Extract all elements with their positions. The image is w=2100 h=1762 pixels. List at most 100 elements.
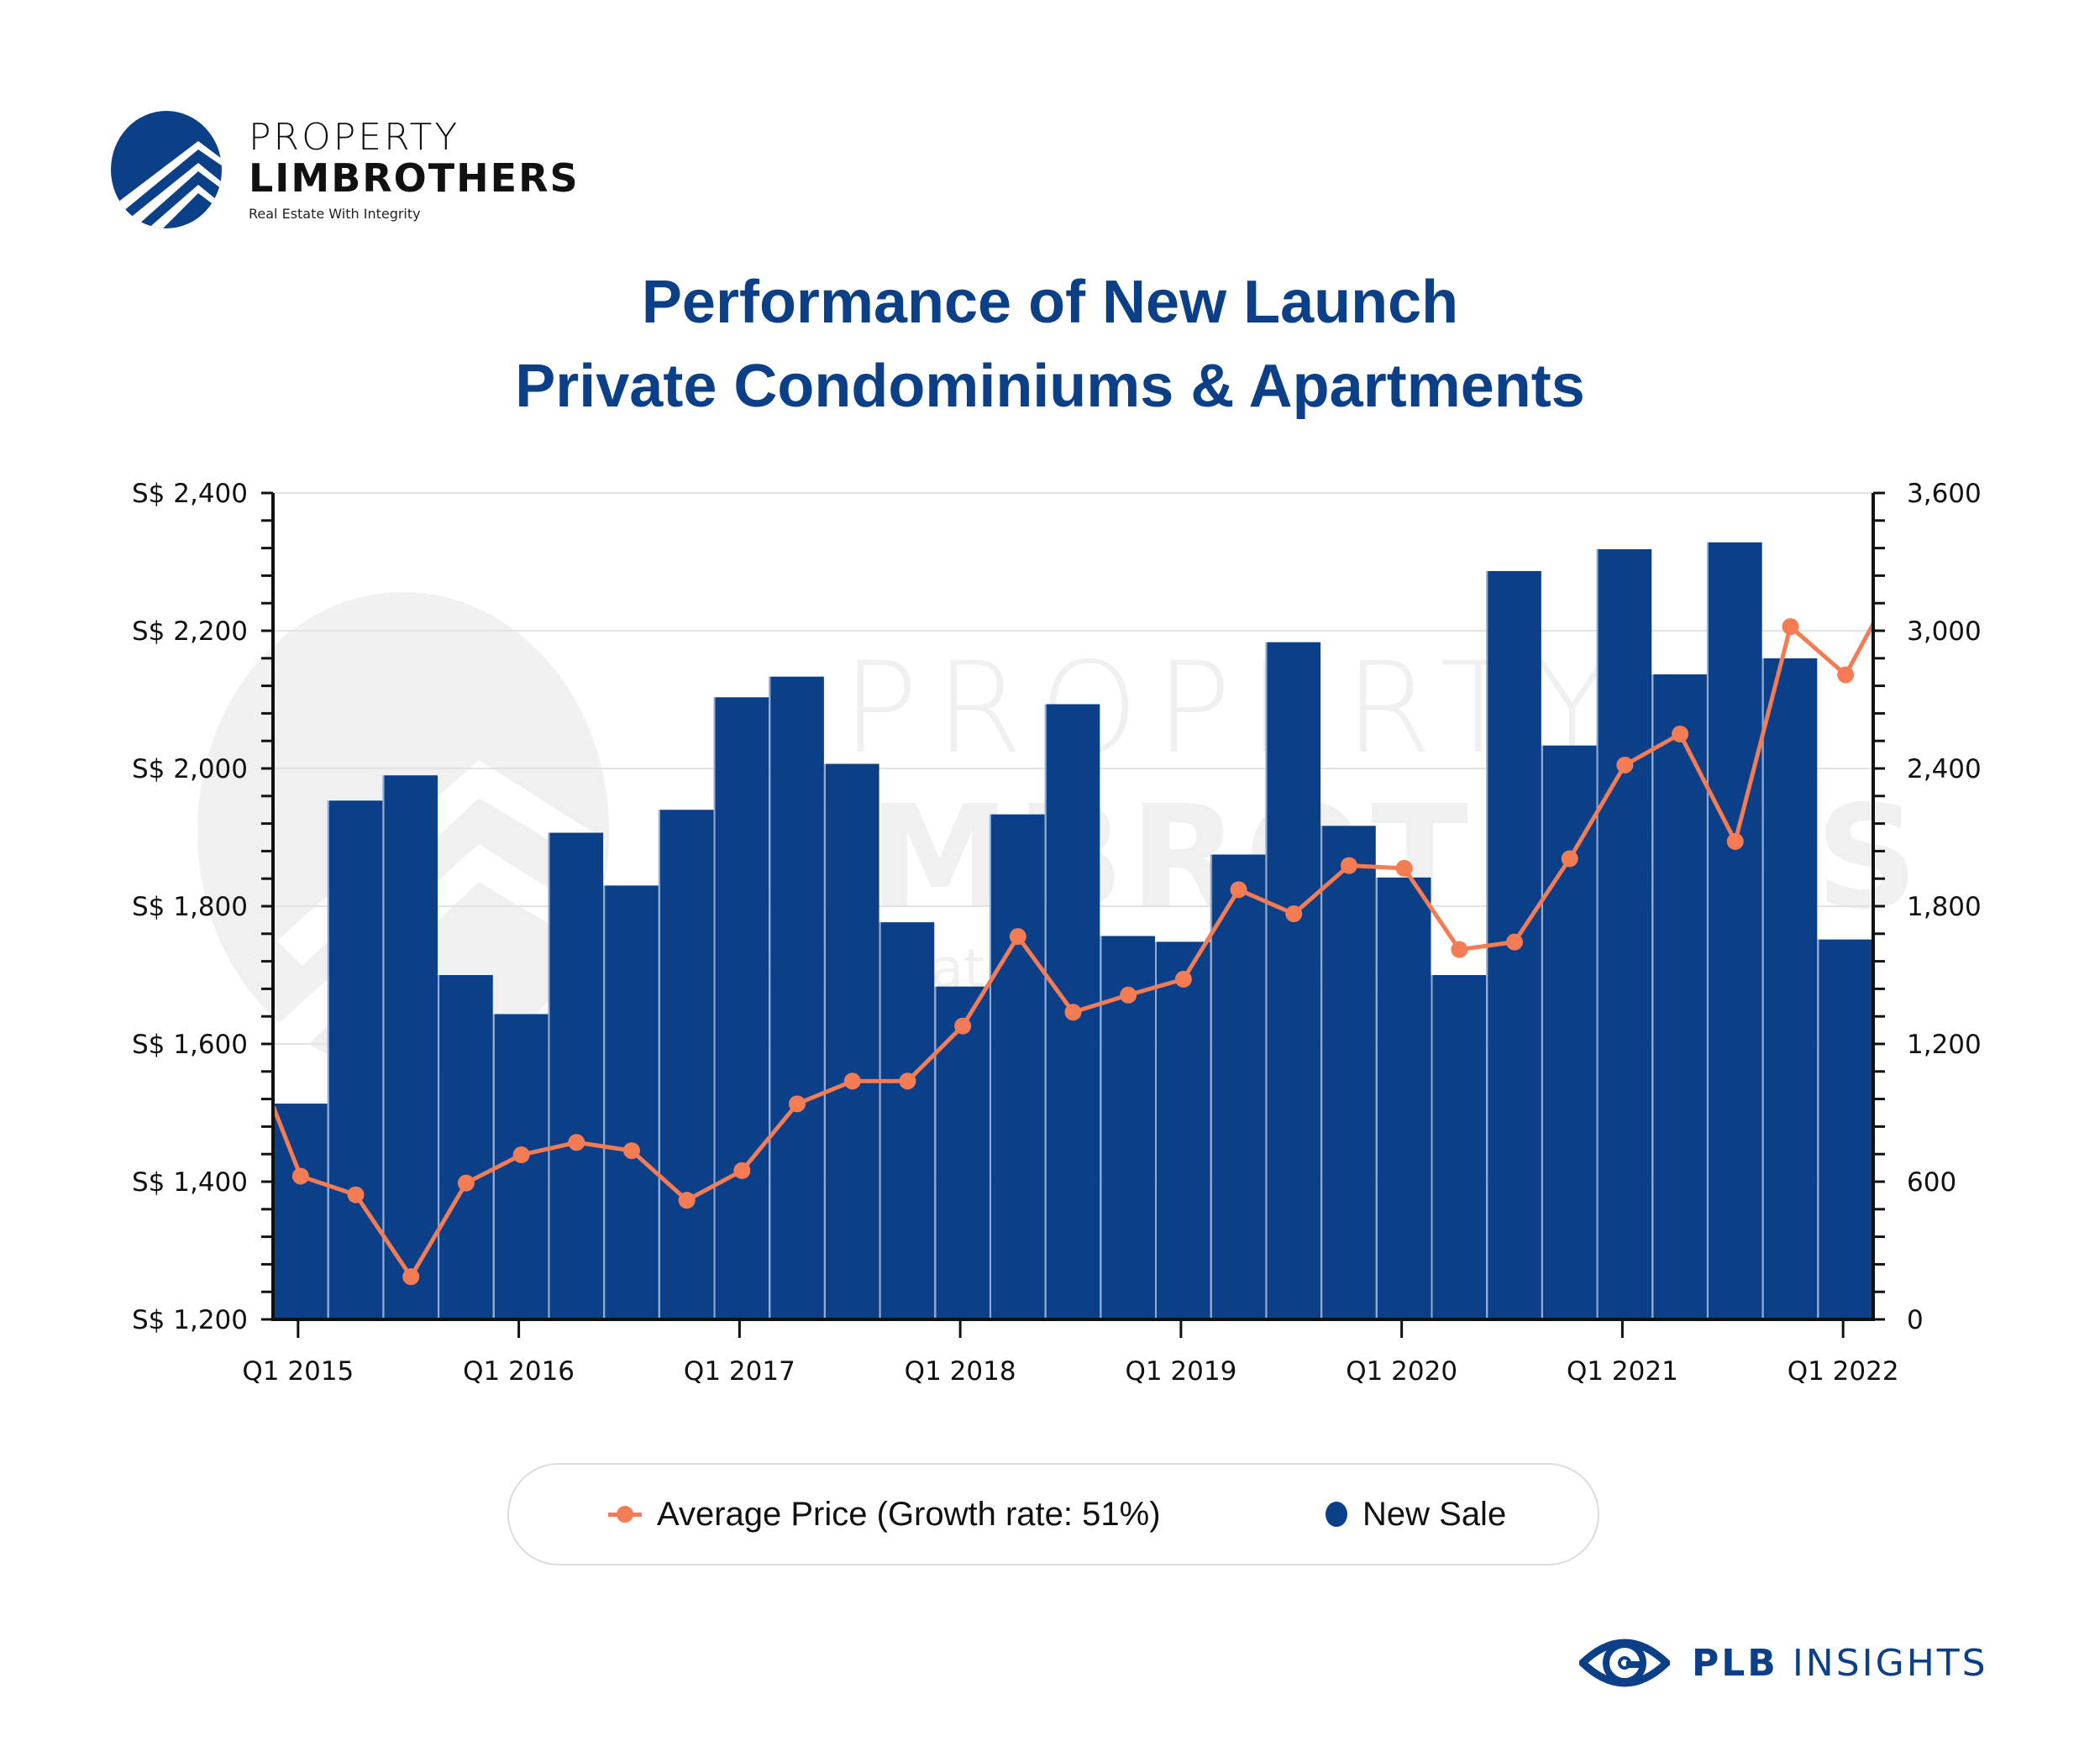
eye-icon [1579, 1639, 1670, 1687]
price-point-q3-2017 [843, 1072, 861, 1090]
line-series-average-price [270, 618, 1876, 1286]
bar-q4-2015 [439, 975, 493, 1319]
footer-brand-insights: INSIGHTS [1792, 1641, 1988, 1685]
price-point-q3-2018 [1064, 1004, 1082, 1021]
price-point-q3-2015 [402, 1268, 420, 1286]
left-axis-label: S$ 1,200 [132, 1305, 248, 1335]
right-axis-label: 0 [1907, 1305, 1924, 1335]
left-axis-label: S$ 2,000 [132, 754, 248, 784]
bar-q3-2019 [1267, 642, 1321, 1319]
bar-q1-2016 [494, 1014, 549, 1319]
price-point-q4-2017 [899, 1072, 916, 1090]
bar-q2-2017 [770, 676, 824, 1319]
bar-q1-2017 [715, 697, 769, 1319]
price-point-q4-2018 [1120, 986, 1137, 1004]
brand-name-line2: LIMBROTHERS [249, 155, 580, 201]
bar-q2-2018 [990, 814, 1045, 1319]
bar-q3-2016 [605, 885, 659, 1319]
bar-q2-2016 [549, 832, 604, 1319]
bar-q4-2020 [1542, 745, 1597, 1319]
right-axis-label: 600 [1907, 1167, 1956, 1198]
price-point-q1-2019 [1174, 970, 1192, 988]
left-axis-label: S$ 1,800 [132, 892, 248, 922]
bar-q4-2021 [1763, 658, 1818, 1319]
legend-label-average-price: Average Price (Growth rate: 51%) [657, 1495, 1161, 1533]
bar-q1-2018 [936, 986, 990, 1319]
bar-q2-2019 [1211, 854, 1266, 1319]
price-point-q1-2021 [1616, 756, 1634, 773]
right-axis-label: 1,200 [1907, 1030, 1982, 1060]
brand-name-line1: PROPERTY [249, 115, 460, 159]
price-point-q2-2015 [347, 1186, 365, 1204]
price-point-q1-2020 [1395, 859, 1413, 877]
footer-brand-bold: PLB [1692, 1641, 1778, 1685]
left-axis-label: S$ 2,200 [132, 616, 248, 647]
price-point-q3-2020 [1506, 933, 1524, 951]
price-point-q2-2020 [1451, 941, 1468, 958]
property-limbrothers-logo-icon [111, 111, 222, 228]
price-point-q4-2015 [457, 1174, 475, 1192]
x-axis-label: Q1 2018 [905, 1356, 1016, 1387]
price-point-q1-2017 [733, 1162, 751, 1179]
price-point-q3-2019 [1285, 905, 1303, 923]
bar-q4-2016 [659, 810, 714, 1319]
bar-q2-2021 [1653, 674, 1707, 1319]
x-axis-label: Q1 2020 [1346, 1356, 1457, 1387]
price-point-q2-2019 [1230, 881, 1247, 899]
x-axis-label: Q1 2017 [684, 1356, 795, 1387]
price-point-q1-2015 [291, 1167, 309, 1185]
legend: Average Price (Growth rate: 51%) New Sal… [507, 1463, 1599, 1565]
bar-q1-2022 [1819, 939, 1872, 1319]
bar-q3-2015 [384, 775, 438, 1319]
price-point-q4-2021 [1782, 618, 1799, 636]
left-axis-label: S$ 1,600 [132, 1030, 248, 1060]
legend-line-marker-icon [608, 1506, 642, 1523]
right-axis-label: 3,600 [1907, 479, 1982, 509]
price-point-q1-2016 [512, 1146, 530, 1164]
price-point-q3-2016 [622, 1142, 640, 1160]
legend-item-average-price[interactable]: Average Price (Growth rate: 51%) [608, 1465, 1161, 1564]
x-axis-label: Q1 2015 [242, 1356, 354, 1387]
legend-dot-marker-icon [1326, 1502, 1347, 1527]
chart-title-line-1: Performance of New Launch [641, 269, 1459, 336]
chart-title: Performance of New Launch Private Condom… [0, 260, 2100, 428]
bar-q1-2020 [1377, 877, 1431, 1319]
price-point-q4-2020 [1561, 850, 1578, 868]
brand-tagline: Real Estate With Integrity [249, 205, 421, 222]
bar-q1-2015 [274, 1104, 328, 1319]
left-axis-label: S$ 2,400 [132, 479, 248, 509]
bar-series-new-sale [274, 542, 1872, 1319]
right-axis-label: 1,800 [1907, 892, 1982, 922]
axes: S$ 1,200 S$ 1,400 S$ 1,600 S$ 1,800 S$ 2,000… [132, 479, 1982, 1387]
x-axis-label: Q1 2016 [463, 1356, 575, 1387]
legend-item-new-sale[interactable]: New Sale [1326, 1465, 1506, 1564]
bar-q3-2021 [1708, 542, 1762, 1319]
price-point-q4-2016 [678, 1192, 696, 1209]
bar-q4-2019 [1322, 826, 1376, 1319]
price-point-q2-2018 [1009, 928, 1026, 946]
price-point-q1-2018 [954, 1017, 972, 1035]
bar-q3-2017 [825, 763, 879, 1319]
price-point-q1-2022 [1837, 666, 1855, 684]
bar-q2-2020 [1432, 975, 1487, 1319]
bar-q1-2021 [1598, 548, 1652, 1319]
price-point-q3-2021 [1726, 832, 1744, 850]
price-point-q4-2019 [1340, 857, 1357, 874]
bar-q4-2017 [880, 922, 935, 1319]
right-axis-label: 3,000 [1907, 616, 1982, 647]
bar-q1-2019 [1157, 941, 1210, 1319]
brand-header: PROPERTY LIMBROTHERS Real Estate With In… [108, 111, 580, 228]
price-point-q2-2016 [568, 1134, 585, 1151]
left-axis-label: S$ 1,400 [132, 1167, 248, 1198]
price-point-q2-2021 [1672, 726, 1689, 742]
watermark-line-1: PROPERTY [843, 636, 1628, 782]
bar-q2-2015 [328, 800, 383, 1319]
footer-brand: PLB INSIGHTS [1579, 1636, 1988, 1690]
x-axis-label: Q1 2021 [1567, 1356, 1678, 1387]
right-axis-label: 2,400 [1907, 754, 1982, 784]
footer-brand-text: PLB INSIGHTS [1692, 1642, 1988, 1685]
chart-title-line-2: Private Condominiums & Apartments [515, 353, 1585, 420]
legend-label-new-sale: New Sale [1362, 1495, 1507, 1533]
price-point-q2-2017 [789, 1095, 806, 1113]
